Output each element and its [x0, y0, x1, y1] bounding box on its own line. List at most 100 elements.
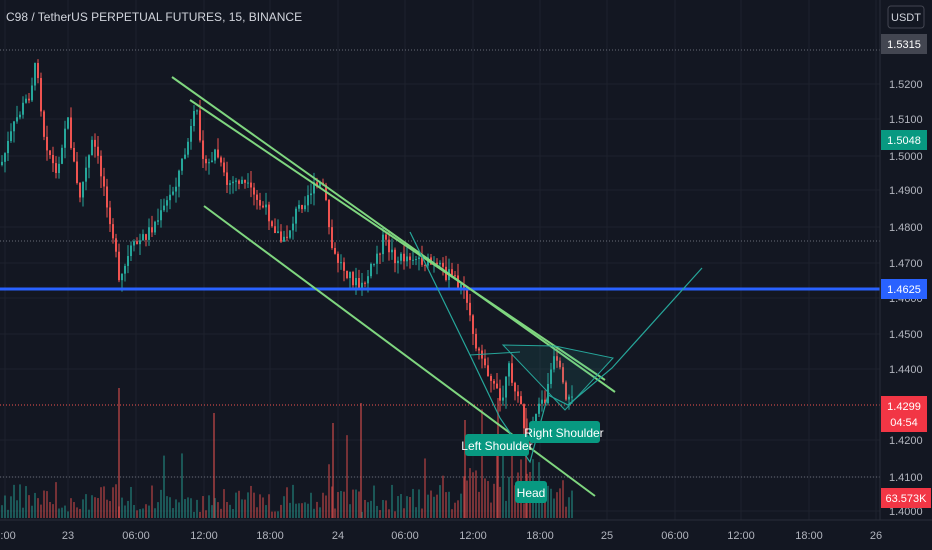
price-tick-label: 1.4400: [889, 364, 923, 376]
volume-badge: 63.573K: [881, 488, 931, 508]
volume-bar: [67, 511, 69, 518]
volume-bar: [367, 502, 369, 518]
candle-body: [385, 234, 387, 240]
volume-bar: [406, 496, 408, 518]
candle-body: [250, 182, 252, 188]
candle-body: [289, 230, 291, 238]
candle-body: [187, 141, 189, 155]
time-tick-label: 26: [870, 530, 882, 542]
candle-body: [154, 221, 156, 233]
volume-bar: [148, 505, 150, 518]
volume-bar: [523, 503, 525, 518]
volume-bar: [298, 503, 300, 518]
candle-body: [91, 139, 93, 156]
volume-bar: [199, 511, 201, 518]
candle-body: [409, 256, 411, 261]
triangle-pattern[interactable]: [501, 344, 614, 411]
candles: [1, 59, 573, 445]
volume-bar: [169, 497, 171, 518]
volume-bar: [289, 502, 291, 518]
channel-lower-line[interactable]: [203, 205, 596, 497]
candle-body: [391, 249, 393, 253]
volume-bar: [475, 470, 477, 518]
volume-bar: [466, 480, 468, 518]
volume-bar: [265, 505, 267, 518]
volume-bar: [213, 413, 215, 518]
volume-bar: [525, 408, 527, 518]
volume-bar: [97, 498, 99, 518]
channel-upper-line[interactable]: [171, 76, 616, 393]
candle-body: [304, 205, 306, 210]
channel-inner-line[interactable]: [189, 99, 606, 381]
candle-body: [460, 283, 462, 289]
left-shoulder-label[interactable]: Left Shoulder: [461, 434, 533, 456]
candle-body: [340, 262, 342, 264]
time-tick-label: 06:00: [391, 530, 419, 542]
volume-bar: [565, 506, 567, 518]
candle-body: [511, 363, 513, 383]
volume-bar: [235, 492, 237, 518]
candle-body: [475, 333, 477, 349]
candle-body: [106, 186, 108, 208]
candle-body: [361, 282, 363, 288]
candle-body: [358, 278, 360, 288]
candle-body: [403, 253, 405, 262]
volume-bar: [256, 507, 258, 518]
candle-body: [223, 162, 225, 173]
volume-bar: [511, 452, 513, 518]
volume-bar: [448, 491, 450, 518]
volume-bar: [385, 500, 387, 518]
volume-bar: [481, 409, 483, 518]
candle-body: [22, 102, 24, 115]
volume-bar: [439, 485, 441, 518]
candle-body: [313, 182, 315, 194]
volume-bar: [100, 487, 102, 518]
volume-bar: [55, 482, 57, 518]
volume-bar: [40, 504, 42, 518]
volume-bar: [360, 403, 362, 518]
volume-bar: [124, 505, 126, 518]
candle-body: [55, 163, 57, 174]
right-shoulder-label[interactable]: Right Shoulder: [524, 421, 604, 443]
volume-bar: [259, 494, 261, 518]
candle-body: [415, 259, 417, 261]
candle-body: [145, 234, 147, 240]
candle-body: [568, 396, 570, 400]
volume-bar: [91, 495, 93, 518]
price-tick-label: 1.4800: [889, 222, 923, 234]
volume-bar: [130, 486, 132, 518]
volume-bar: [253, 492, 255, 518]
volume-bar: [310, 492, 312, 518]
volume-bar: [223, 489, 225, 518]
volume-bar: [433, 496, 435, 518]
volume-bar: [451, 509, 453, 518]
volume-bar: [184, 499, 186, 518]
volume-bar: [553, 498, 555, 518]
candle-body: [565, 382, 567, 400]
candle-body: [118, 251, 120, 281]
volume-bar: [10, 496, 12, 518]
volume-bar: [499, 486, 501, 518]
price-tick-label: 1.4000: [889, 506, 923, 518]
volume-bar: [103, 486, 105, 518]
volume-bar: [436, 494, 438, 518]
volume-bar: [79, 508, 81, 518]
candle-body: [502, 397, 504, 401]
candle-body: [217, 149, 219, 158]
volume-bar: [373, 485, 375, 518]
price-tick-label: 1.5100: [889, 114, 923, 126]
volume-bar: [1, 505, 3, 518]
candle-body: [280, 231, 282, 242]
candle-body: [46, 136, 48, 151]
head-label[interactable]: Head: [515, 481, 547, 503]
candle-body: [331, 227, 333, 249]
volume-bar: [193, 511, 195, 518]
volume-bar: [355, 489, 357, 518]
volume-bar: [142, 508, 144, 518]
candle-body: [49, 150, 51, 155]
candle-body: [436, 262, 438, 265]
volume-bar: [319, 507, 321, 518]
currency-badge[interactable]: USDT: [887, 5, 925, 29]
candle-body: [283, 236, 285, 242]
